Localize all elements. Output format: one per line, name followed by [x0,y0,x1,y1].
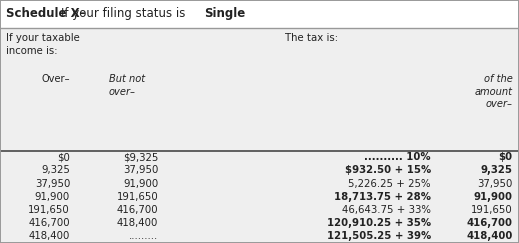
Text: 37,950: 37,950 [123,165,158,175]
Text: 418,400: 418,400 [29,231,70,241]
Text: 91,900: 91,900 [35,192,70,202]
Text: 9,325: 9,325 [481,165,513,175]
Text: 191,650: 191,650 [29,205,70,215]
Text: 416,700: 416,700 [117,205,158,215]
Bar [0,0,519,28]
Text: 121,505.25 + 39%: 121,505.25 + 39% [326,231,431,241]
Text: If your taxable
income is:: If your taxable income is: [6,33,80,56]
Text: 37,950: 37,950 [35,179,70,189]
Text: 37,950: 37,950 [477,179,513,189]
Text: 191,650: 191,650 [471,205,513,215]
Text: 91,900: 91,900 [474,192,513,202]
Text: Single: Single [204,8,245,20]
Bar [0,28,519,243]
Text: 9,325: 9,325 [41,165,70,175]
Text: The tax is:: The tax is: [285,33,338,43]
Text: $0: $0 [499,152,513,162]
Text: 91,900: 91,900 [123,179,158,189]
Text: $0: $0 [57,152,70,162]
Text: 418,400: 418,400 [467,231,513,241]
Text: 46,643.75 + 33%: 46,643.75 + 33% [342,205,431,215]
Text: Schedule X–: Schedule X– [6,8,86,20]
Text: .......... 10%: .......... 10% [364,152,431,162]
Text: 18,713.75 + 28%: 18,713.75 + 28% [334,192,431,202]
Text: 5,226.25 + 25%: 5,226.25 + 25% [348,179,431,189]
Text: But not
over–: But not over– [109,74,145,96]
Text: 416,700: 416,700 [29,218,70,228]
Text: of the
amount
over–: of the amount over– [475,74,513,109]
Text: $9,325: $9,325 [123,152,158,162]
Text: 418,400: 418,400 [117,218,158,228]
Text: .........: ......... [129,231,158,241]
Text: Over–: Over– [42,74,70,84]
Text: $932.50 + 15%: $932.50 + 15% [345,165,431,175]
Text: 191,650: 191,650 [117,192,158,202]
Text: 120,910.25 + 35%: 120,910.25 + 35% [326,218,431,228]
Text: 416,700: 416,700 [467,218,513,228]
Text: If your filing status is: If your filing status is [61,8,189,20]
